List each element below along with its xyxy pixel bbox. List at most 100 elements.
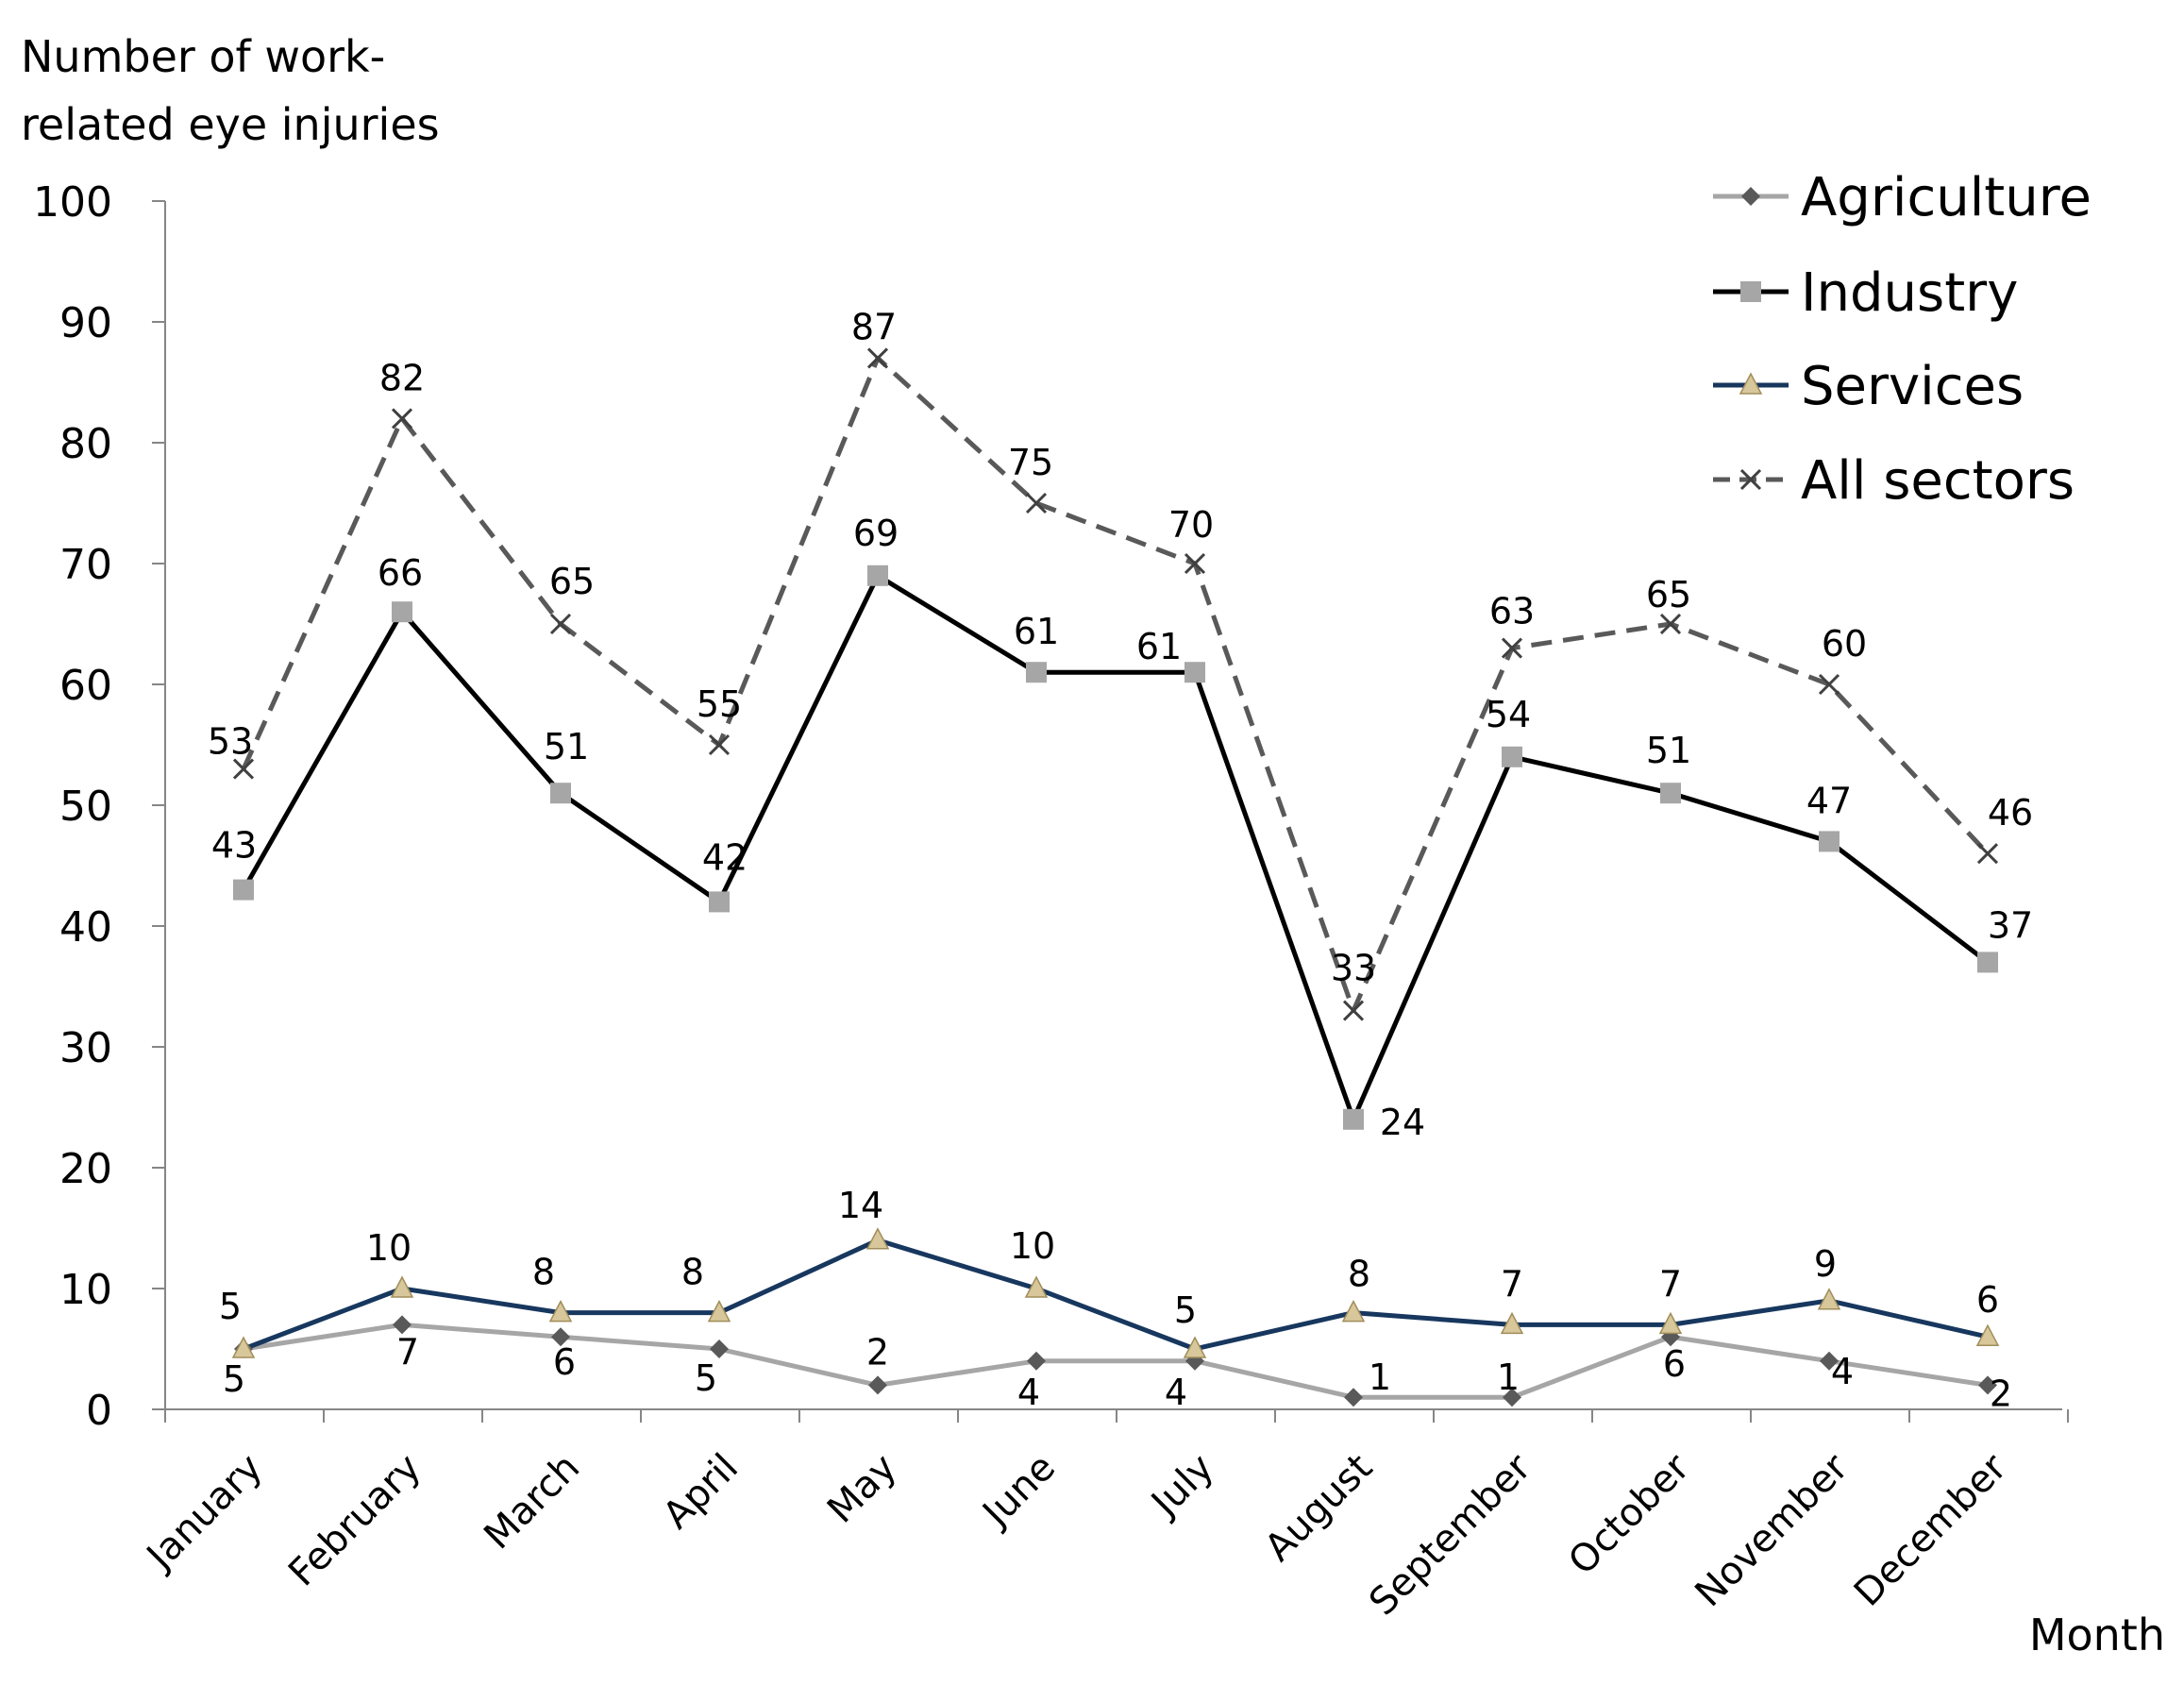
point-all-sectors-august [1342, 1000, 1365, 1021]
y-tick-label: 40 [59, 903, 112, 952]
data-label-all-sectors-october: 65 [1646, 574, 1691, 615]
point-services-september [1500, 1311, 1524, 1335]
series-layer [231, 347, 2000, 1407]
point-all-sectors-october [1659, 613, 1682, 635]
data-label-services-may: 14 [838, 1185, 883, 1226]
point-agriculture-february [393, 1315, 412, 1335]
point-services-december [1975, 1323, 2000, 1346]
data-label-services-november: 9 [1814, 1243, 1837, 1285]
point-all-sectors-november [1818, 673, 1840, 696]
legend-marker-services [1739, 372, 1763, 395]
x-tick-label-may: May [819, 1446, 905, 1532]
point-industry-august [1343, 1108, 1364, 1130]
data-label-industry-june: 61 [1014, 611, 1059, 652]
data-label-agriculture-november: 4 [1831, 1351, 1854, 1392]
point-industry-september [1502, 746, 1522, 767]
data-label-agriculture-may: 2 [866, 1331, 889, 1373]
data-label-agriculture-october: 6 [1663, 1343, 1686, 1385]
point-agriculture-march [551, 1327, 570, 1347]
data-label-industry-march: 51 [544, 726, 589, 767]
point-all-sectors-may [866, 347, 889, 369]
data-label-agriculture-july: 4 [1165, 1372, 1187, 1413]
point-services-april [707, 1299, 731, 1323]
point-agriculture-may [868, 1375, 887, 1395]
data-label-industry-february: 66 [378, 552, 423, 594]
point-agriculture-april [710, 1340, 729, 1358]
point-industry-july [1184, 662, 1205, 683]
point-agriculture-august [1344, 1388, 1363, 1407]
y-axis-title-line-1: Number of work- [21, 31, 385, 82]
data-label-services-july: 5 [1174, 1289, 1197, 1331]
y-tick-label: 90 [59, 299, 112, 347]
point-services-june [1024, 1275, 1049, 1298]
data-label-all-sectors-april: 55 [697, 683, 742, 725]
y-tick-label: 30 [59, 1024, 112, 1072]
point-all-sectors-february [391, 408, 413, 430]
point-industry-february [392, 601, 412, 623]
legend-label-industry: Industry [1801, 262, 2018, 324]
data-label-industry-july: 61 [1136, 626, 1182, 667]
legend-marker-industry [1740, 281, 1761, 302]
point-industry-march [550, 783, 571, 804]
point-services-august [1341, 1299, 1366, 1323]
x-tick-label-september: September [1361, 1445, 1539, 1624]
y-tick-label: 10 [59, 1266, 112, 1314]
data-label-agriculture-september: 1 [1497, 1356, 1520, 1398]
data-label-all-sectors-june: 75 [1008, 442, 1053, 483]
point-services-october [1658, 1311, 1683, 1335]
point-agriculture-june [1027, 1351, 1046, 1371]
legend-marker-agriculture [1741, 187, 1760, 206]
x-tick-label-february: February [280, 1446, 429, 1595]
data-label-all-sectors-february: 82 [379, 357, 425, 398]
point-all-sectors-june [1025, 492, 1048, 514]
x-tick-label-march: March [476, 1446, 588, 1559]
data-label-industry-april: 42 [702, 836, 748, 878]
y-tick-label: 60 [59, 662, 112, 710]
point-all-sectors-march [549, 613, 572, 635]
data-label-industry-december: 37 [1988, 904, 2033, 946]
y-tick-label: 50 [59, 783, 112, 831]
axes: 0 10 20 30 40 50 60 70 80 90 100 January February Mar… [33, 178, 2069, 1624]
y-tick-label: 100 [33, 178, 112, 227]
point-agriculture-september [1503, 1388, 1521, 1407]
x-tick-label-august: August [1257, 1446, 1382, 1571]
point-services-march [548, 1299, 573, 1323]
legend-marker-all-sectors [1739, 468, 1762, 491]
point-all-sectors-january [232, 758, 255, 780]
data-label-services-january: 5 [219, 1286, 242, 1327]
series-line-industry [241, 573, 1990, 1122]
data-label-services-june: 10 [1010, 1225, 1055, 1267]
data-label-services-december: 6 [1976, 1279, 1999, 1321]
data-label-all-sectors-december: 46 [1988, 792, 2033, 834]
data-label-agriculture-december: 2 [1990, 1373, 2012, 1414]
legend-label-all-sectors: All sectors [1801, 450, 2075, 512]
point-services-july [1183, 1336, 1207, 1358]
data-label-all-sectors-march: 65 [549, 561, 595, 602]
x-axis-title: Month [2029, 1609, 2165, 1660]
point-services-november [1817, 1288, 1841, 1310]
point-all-sectors-april [708, 733, 731, 756]
y-tick-label: 70 [59, 541, 112, 589]
data-label-agriculture-march: 6 [553, 1341, 576, 1383]
data-label-industry-january: 43 [211, 825, 257, 867]
data-label-agriculture-august: 1 [1369, 1356, 1391, 1398]
point-agriculture-november [1820, 1351, 1839, 1371]
y-tick-label: 20 [59, 1145, 112, 1193]
data-label-services-october: 7 [1659, 1263, 1682, 1305]
x-tick-label-june: June [973, 1446, 1064, 1537]
data-label-agriculture-february: 7 [396, 1331, 419, 1373]
point-industry-december [1977, 952, 1998, 973]
data-label-agriculture-april: 5 [695, 1357, 717, 1399]
x-tick-label-october: October [1560, 1445, 1698, 1583]
point-agriculture-december [1978, 1375, 1997, 1395]
legend-label-services: Services [1801, 356, 2024, 417]
x-tick-label-november: November [1687, 1445, 1856, 1615]
y-tick-label: 80 [59, 420, 112, 468]
data-label-services-august: 8 [1348, 1254, 1370, 1295]
series-line-agriculture [243, 1322, 1989, 1400]
y-tick-label: 0 [86, 1387, 112, 1435]
point-industry-october [1660, 783, 1681, 804]
data-label-agriculture-june: 4 [1017, 1372, 1040, 1413]
point-industry-november [1819, 831, 1840, 852]
